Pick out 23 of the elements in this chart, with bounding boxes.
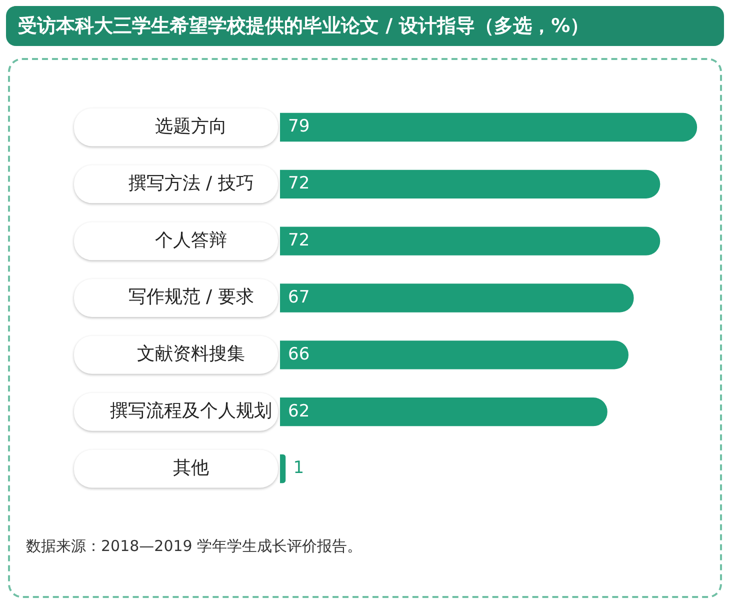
bar: [280, 284, 634, 312]
y-tick-label: 撰写流程及个人规划: [110, 400, 272, 422]
bar: [280, 340, 628, 370]
bar: [280, 112, 698, 142]
y-tick-label: 其他: [173, 457, 209, 478]
data-label: 72: [288, 230, 310, 251]
bar: [280, 226, 660, 256]
data-label: 79: [288, 116, 310, 137]
y-tick-label: 写作规范 / 要求: [128, 286, 254, 308]
data-label: 72: [288, 174, 310, 194]
y-tick-label: 选题方向: [155, 116, 227, 137]
chart-title: 受访本科大三学生希望学校提供的毕业论文 / 设计指导（多选，%）: [6, 6, 724, 46]
data-label: 67: [288, 287, 310, 308]
data-label: 1: [293, 458, 304, 478]
bar: [280, 170, 660, 198]
bar: [280, 398, 608, 426]
source-note: 数据来源：2018—2019 学年学生成长评价报告。: [26, 536, 362, 557]
data-label: 66: [288, 344, 310, 364]
y-tick-label: 个人答辩: [155, 230, 227, 251]
bar: [280, 454, 286, 484]
data-label: 62: [288, 401, 310, 422]
y-tick-label: 撰写方法 / 技巧: [128, 172, 254, 194]
y-tick-label: 文献资料搜集: [137, 344, 245, 365]
